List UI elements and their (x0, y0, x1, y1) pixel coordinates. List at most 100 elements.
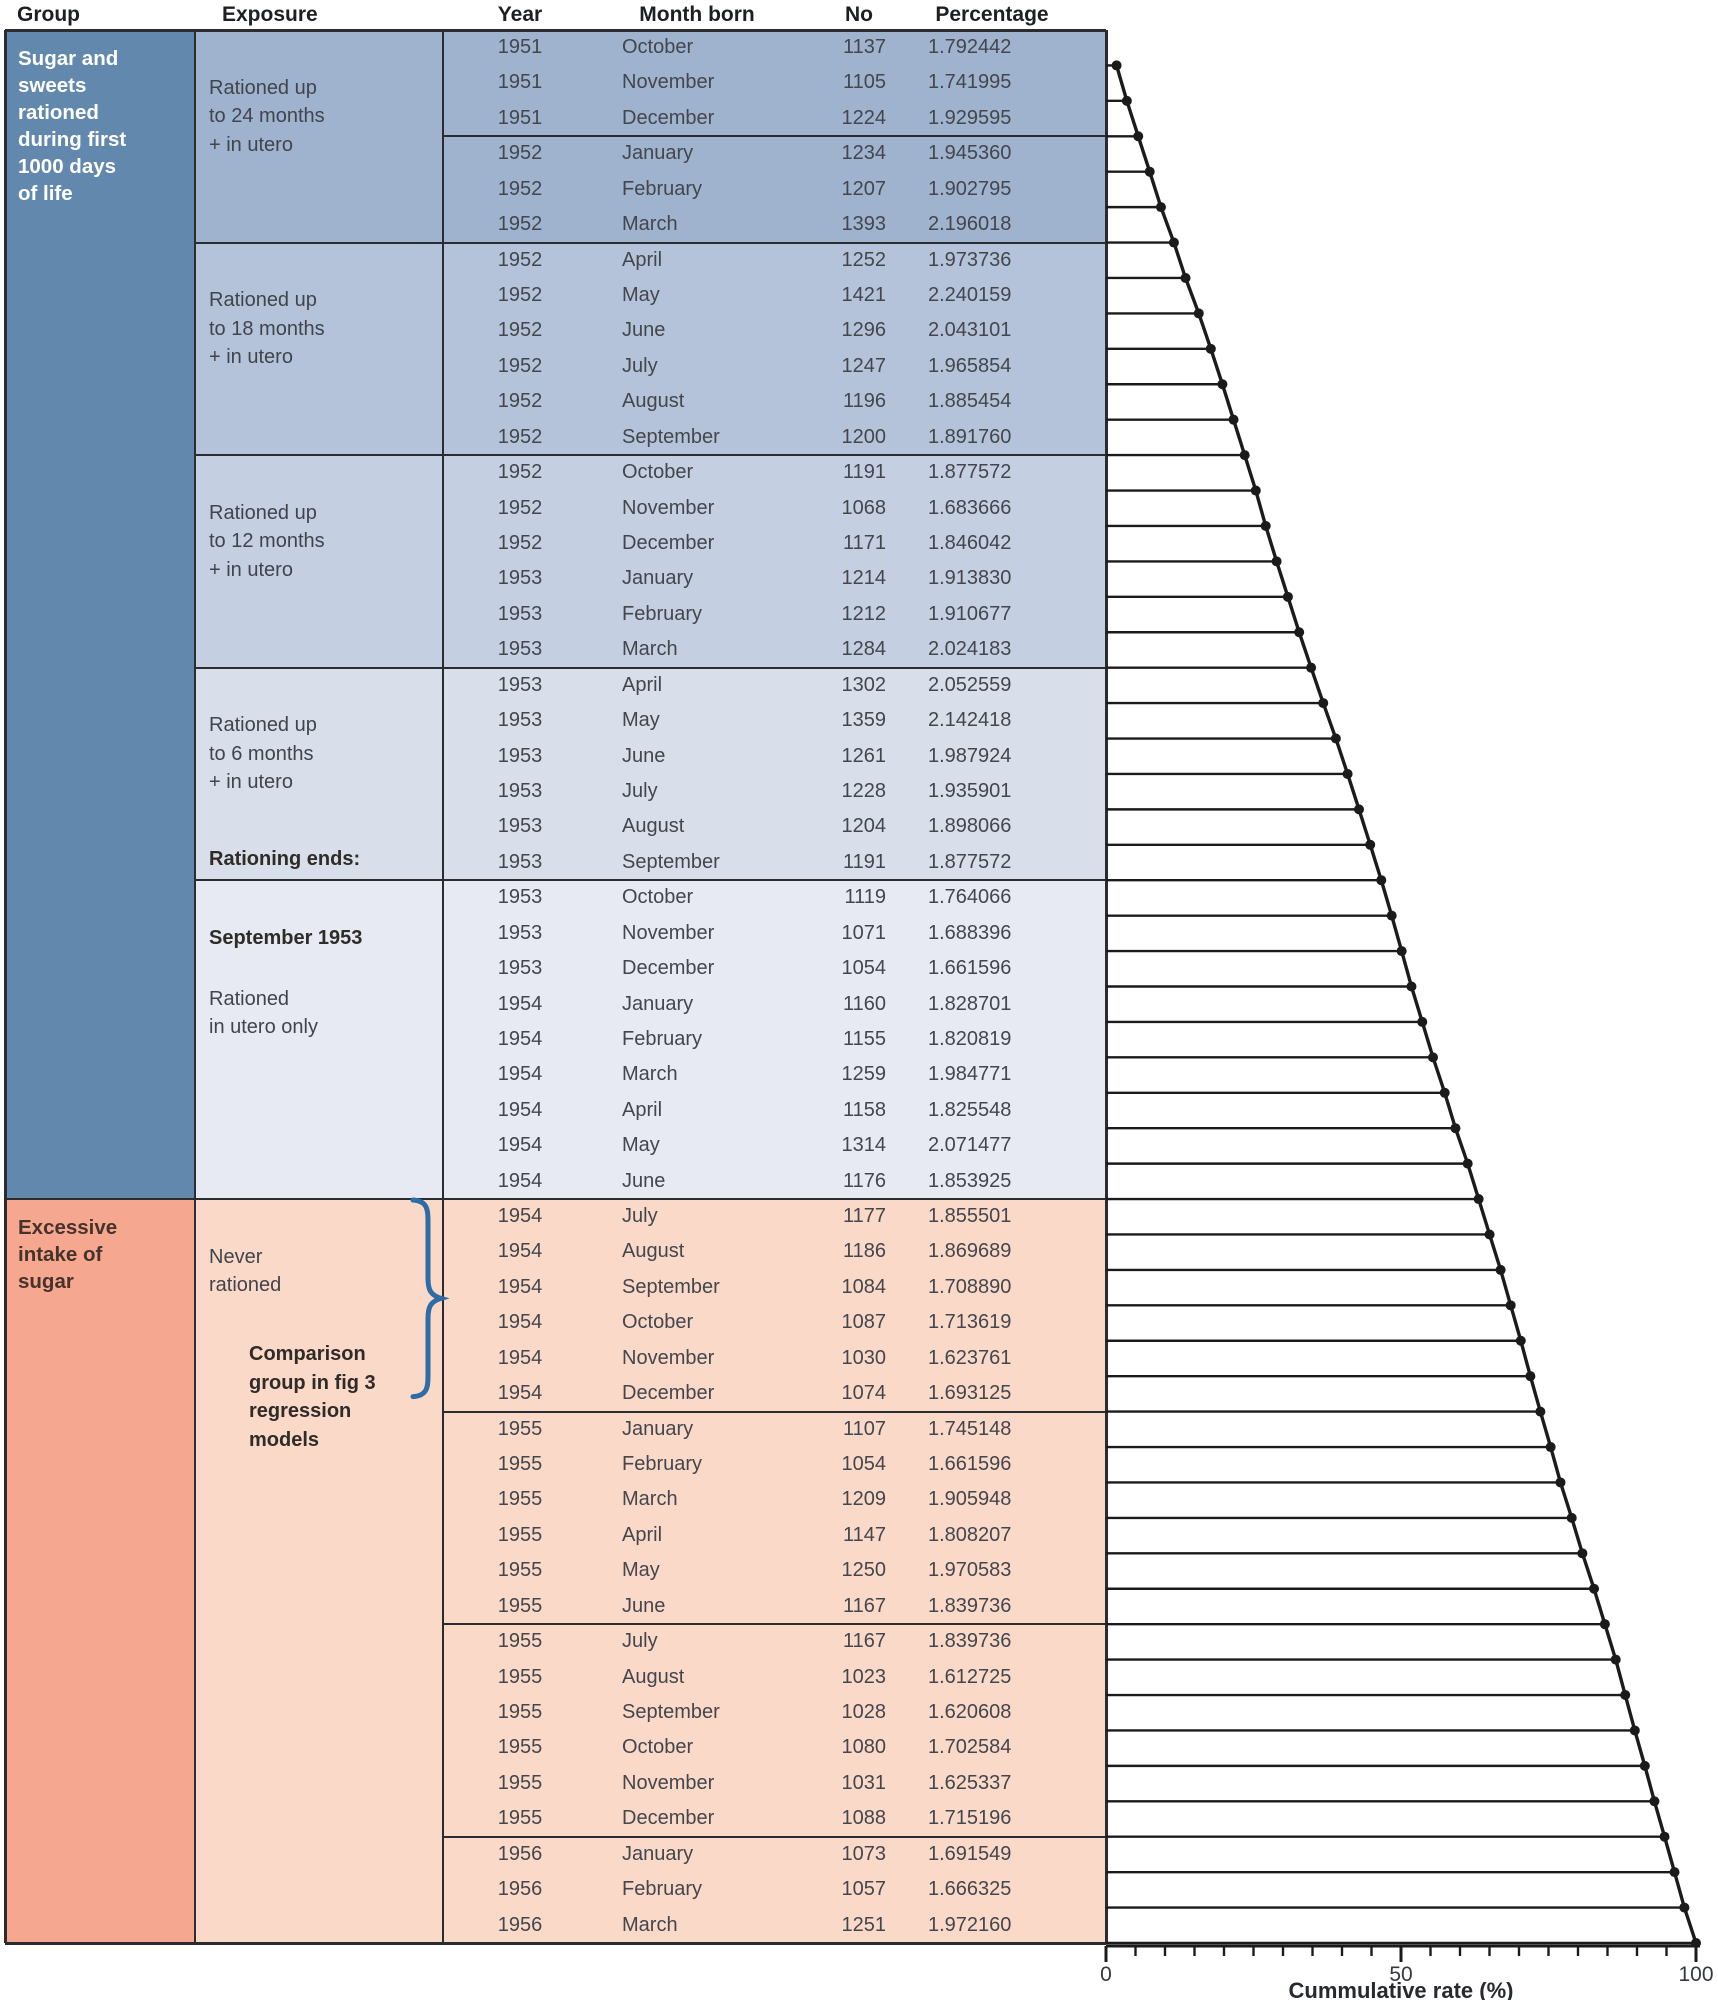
cell-no: 1314 (841, 1134, 887, 1157)
cell-no: 1068 (841, 496, 887, 519)
cell-no: 1200 (841, 425, 887, 448)
cell-no: 1023 (841, 1665, 887, 1688)
cumulative-curve-segment (1357, 808, 1372, 846)
data-point (1545, 1442, 1556, 1453)
cell-no: 1296 (841, 319, 887, 342)
cell-no: 1176 (842, 1169, 886, 1192)
cumulative-curve-segment (1420, 1021, 1435, 1058)
cell-percentage: 1.877572 (928, 461, 1012, 484)
data-point (1250, 485, 1261, 496)
cell-year: 1955 (497, 1488, 543, 1511)
cell-year: 1952 (497, 461, 543, 484)
cell-year: 1954 (497, 1240, 543, 1263)
cell-percentage: 1.965854 (928, 354, 1012, 377)
cell-month-born: September (622, 850, 720, 873)
data-point (1330, 733, 1341, 744)
cell-year: 1954 (497, 1027, 543, 1050)
cell-month-born: December (622, 531, 715, 554)
cell-percentage: 1.935901 (928, 779, 1012, 802)
cumulative-curve-segment (1528, 1375, 1543, 1413)
cell-month-born: July (622, 779, 658, 802)
column-header-group: Group (17, 3, 80, 26)
table-top-border (5, 28, 1106, 32)
cell-month-born: February (622, 602, 703, 625)
cell-percentage: 1.898066 (928, 815, 1012, 838)
cumulative-curve-segment (1580, 1552, 1596, 1590)
exposure-cell-24-months: Rationed up to 24 months + in utero (195, 30, 443, 243)
cumulative-curve-segment (1603, 1623, 1618, 1661)
data-point (1168, 237, 1179, 248)
table-rule (443, 1410, 1106, 1413)
cell-year: 1953 (497, 638, 543, 661)
cell-no: 1107 (842, 1417, 886, 1440)
cell-percentage: 1.891760 (928, 425, 1012, 448)
cumulative-curve-segment (1136, 135, 1152, 173)
cell-year: 1952 (497, 390, 543, 413)
cell-percentage: 1.764066 (928, 886, 1012, 909)
cumulative-curve-segment (1466, 1163, 1481, 1200)
cell-no: 1393 (841, 213, 887, 236)
cumulative-curve-segment (1519, 1340, 1533, 1377)
exposure-label: Never rationed (209, 1245, 282, 1297)
cell-no: 1084 (841, 1275, 887, 1298)
cell-year: 1952 (497, 142, 543, 165)
cell-month-born: January (622, 1417, 694, 1440)
cumulative-curve-segment (1682, 1907, 1698, 1944)
cell-percentage: 1.745148 (928, 1417, 1012, 1440)
cell-percentage: 1.808207 (928, 1523, 1012, 1546)
cell-percentage: 2.043101 (928, 319, 1012, 342)
data-point (1260, 520, 1271, 531)
cell-percentage: 1.623761 (928, 1346, 1012, 1369)
cell-month-born: June (622, 319, 666, 342)
x-axis-tick-label: 0 (1100, 1963, 1112, 1986)
cell-percentage: 1.987924 (928, 744, 1012, 767)
cell-no: 1207 (841, 177, 887, 200)
data-point (1239, 450, 1250, 461)
cell-month-born: November (622, 496, 715, 519)
cell-month-born: April (622, 673, 663, 696)
comparison-group-note: Comparison group in fig 3 regression mod… (249, 1343, 376, 1451)
cell-no: 1147 (842, 1523, 886, 1546)
cell-no: 1167 (842, 1594, 886, 1617)
data-point (1271, 556, 1282, 567)
cumulative-curve-segment (1183, 277, 1201, 315)
cumulative-curve-segment (1159, 206, 1176, 244)
cell-no: 1177 (842, 1205, 886, 1228)
cell-year: 1954 (497, 1063, 543, 1086)
cell-no: 1234 (841, 142, 887, 165)
cell-no: 1261 (841, 744, 887, 767)
cell-year: 1952 (497, 213, 543, 236)
cell-year: 1955 (497, 1523, 543, 1546)
cumulative-curve-segment (1672, 1871, 1687, 1909)
column-header-no: No (845, 3, 873, 26)
cell-year: 1952 (497, 177, 543, 200)
data-point (1294, 627, 1305, 638)
data-point (1535, 1406, 1546, 1417)
cell-no: 1087 (841, 1311, 887, 1334)
cumulative-curve-segment (1409, 986, 1424, 1023)
cell-year: 1952 (497, 248, 543, 271)
cell-percentage: 1.828701 (928, 992, 1012, 1015)
exposure-label: Rationed in utero only (209, 987, 318, 1039)
group-cell-excessive-sugar: Excessive intake of sugar (5, 1199, 195, 1943)
cell-month-born: April (622, 248, 663, 271)
data-point (1342, 768, 1353, 779)
cumulative-curve-segment (1592, 1588, 1607, 1625)
data-point (1691, 1938, 1701, 1948)
cumulative-curve-segment (1209, 348, 1225, 385)
data-point (1121, 95, 1132, 106)
data-point (1427, 1052, 1438, 1063)
cell-year: 1954 (497, 1205, 543, 1228)
cumulative-curve-segment (1443, 1092, 1458, 1129)
cell-percentage: 1.972160 (928, 1913, 1012, 1936)
data-point (1589, 1583, 1600, 1594)
cell-month-born: May (622, 1559, 660, 1582)
data-point (1495, 1264, 1506, 1275)
cell-no: 1252 (841, 248, 887, 271)
cell-month-born: April (622, 1098, 663, 1121)
cell-year: 1954 (497, 1382, 543, 1405)
cell-no: 1160 (842, 992, 886, 1015)
cumulative-curve-segment (1509, 1304, 1523, 1342)
exposure-band-bg (195, 667, 1106, 881)
cell-percentage: 1.715196 (928, 1807, 1012, 1830)
